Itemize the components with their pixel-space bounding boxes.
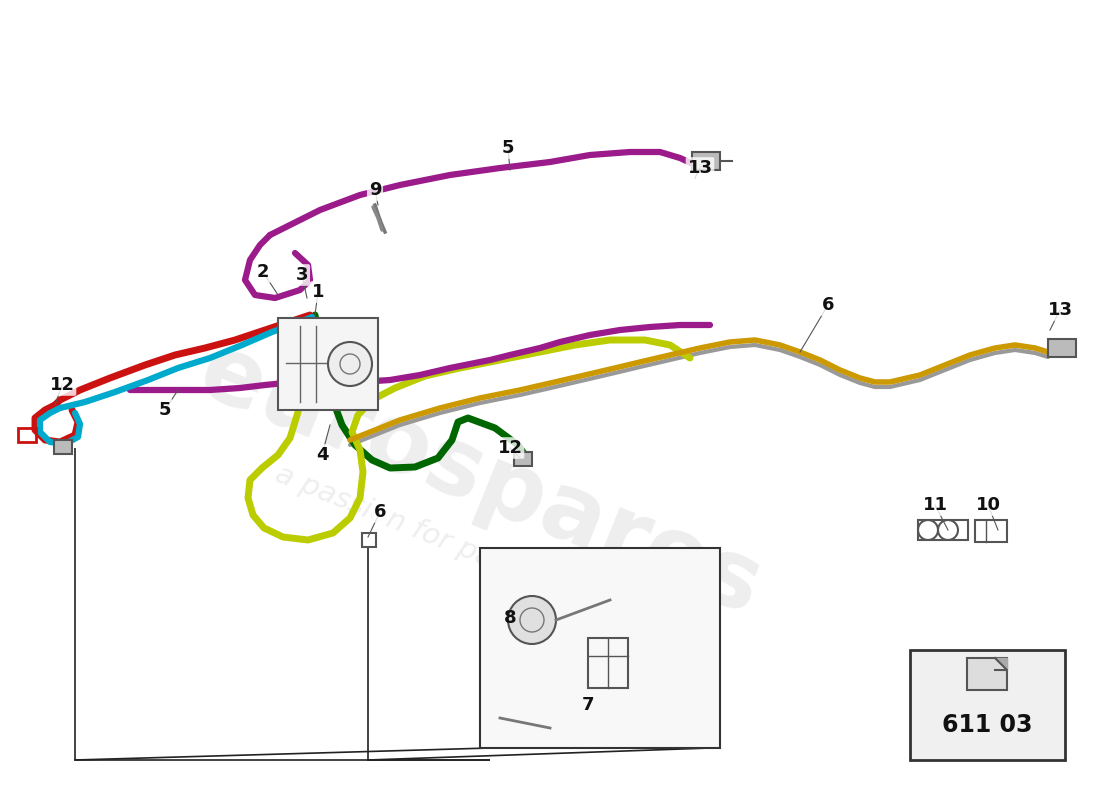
Text: 6: 6 [374,503,386,521]
Text: 11: 11 [923,496,947,514]
Text: a passion for parts since 1985: a passion for parts since 1985 [271,460,690,650]
Bar [910,650,1065,760]
Bar [480,548,720,748]
Text: 7: 7 [582,696,594,714]
Bar [54,440,72,454]
Bar [514,452,532,466]
Circle shape [508,596,556,644]
Polygon shape [996,658,1006,670]
Circle shape [328,342,372,386]
Text: eurospares: eurospares [186,326,774,634]
Text: 4: 4 [316,446,328,464]
Bar [918,520,968,540]
Bar [967,658,1006,690]
Bar [588,638,628,688]
Text: 3: 3 [296,266,308,284]
Text: 1: 1 [311,283,324,301]
Bar [278,318,378,410]
Bar [362,533,376,547]
Text: 5: 5 [502,139,515,157]
Text: 611 03: 611 03 [943,713,1033,737]
Text: 12: 12 [50,376,75,394]
Text: 10: 10 [976,496,1001,514]
Bar [692,152,720,170]
Bar [975,520,1006,542]
Text: 8: 8 [504,609,516,627]
Text: 12: 12 [497,439,522,457]
Text: 9: 9 [368,181,382,199]
Text: 6: 6 [822,296,834,314]
Text: 13: 13 [688,159,713,177]
Text: 5: 5 [158,401,172,419]
Text: 13: 13 [1047,301,1072,319]
Bar [18,428,36,442]
Text: 2: 2 [256,263,270,281]
Bar [1048,339,1076,357]
